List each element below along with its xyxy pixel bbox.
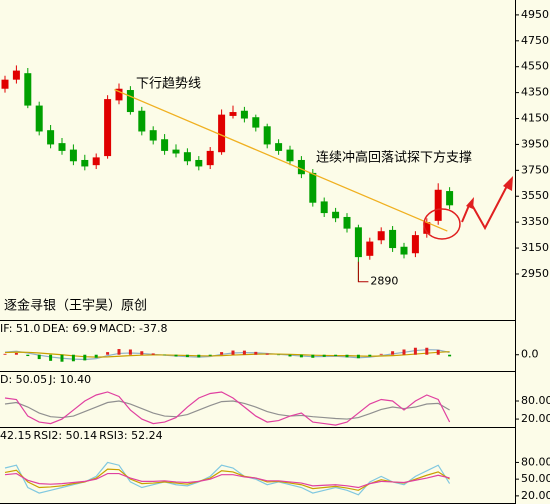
candle-body <box>411 235 419 254</box>
candle-body <box>47 130 55 145</box>
indicator-line <box>4 400 450 420</box>
y-tick-label: 3150 <box>521 241 549 254</box>
candle-body <box>206 150 214 166</box>
candle-body <box>434 189 442 221</box>
indicator-line <box>4 468 450 491</box>
trendline <box>114 89 448 232</box>
y-tick-label: 80.00 <box>521 394 550 407</box>
y-tick-label: 3350 <box>521 215 549 228</box>
y-tick-label: 4350 <box>521 86 549 99</box>
arrow-head <box>503 176 513 191</box>
candle-body <box>81 159 89 167</box>
candle-body <box>240 110 248 119</box>
candle-body <box>104 99 112 157</box>
candle-body <box>126 90 134 113</box>
candle-body <box>115 88 123 101</box>
legend-entry: J: 10.40 <box>48 373 91 386</box>
candle-body <box>423 222 431 234</box>
candle-body <box>252 117 260 128</box>
candle-body <box>218 114 226 153</box>
y-tick-label: 3550 <box>521 189 549 202</box>
candle-body <box>275 143 283 151</box>
candle-body <box>12 70 20 80</box>
candle-body <box>183 152 191 162</box>
y-tick-label: 4150 <box>521 112 549 125</box>
candle-body <box>309 172 317 203</box>
candle-body <box>332 211 340 219</box>
legend-entry: 42.15 <box>0 429 32 442</box>
indicator-line <box>4 351 450 358</box>
candle-body <box>286 149 294 162</box>
candle-body <box>58 143 66 151</box>
candle-body <box>389 229 397 249</box>
legend-entry: IF: 51.0 <box>0 322 40 335</box>
y-tick-label: 20.00 <box>521 412 550 425</box>
candle-body <box>161 139 169 151</box>
candle-body <box>229 112 237 116</box>
y-tick-label: 4950 <box>521 8 549 21</box>
plot: 4950 4750 4550 4350 4150 3950 3750 3550 3350 3150… <box>0 8 550 502</box>
candle-body <box>366 241 374 256</box>
caption: 逐金寻银（王宇昊）原创 <box>4 298 147 314</box>
legend-entry: MACD: -37.8 <box>99 322 168 335</box>
y-tick-label: 2950 <box>521 267 549 280</box>
candle-body <box>320 201 328 214</box>
candle-body <box>24 73 32 106</box>
y-tick-label: 80.00 <box>521 455 550 468</box>
candle-body <box>400 246 408 255</box>
candle-body <box>69 149 77 162</box>
legend-entry: RSI2: 50.14 <box>34 429 98 442</box>
candle-body <box>1 79 9 89</box>
y-tick-label: 4550 <box>521 60 549 73</box>
candle-body <box>446 191 454 206</box>
candle-body <box>377 231 385 241</box>
candle-body <box>263 126 271 145</box>
arrow <box>471 183 509 231</box>
candle-body <box>354 227 362 258</box>
candle-body <box>195 159 203 167</box>
candle-body <box>343 216 351 229</box>
annotation: 下行趋势线 <box>136 76 201 92</box>
y-tick-label: 0.0 <box>521 348 539 361</box>
indicator-line <box>4 391 451 426</box>
candle-body <box>149 130 157 141</box>
legend-entry: DEA: 69.9 <box>42 322 96 335</box>
y-tick-label: 4750 <box>521 34 549 47</box>
candle-body <box>35 105 43 132</box>
indicator-line <box>4 472 450 489</box>
candle-body <box>92 157 100 166</box>
candle-body <box>297 159 305 175</box>
leader-line <box>357 261 369 283</box>
legend-entry: D: 50.05 <box>0 373 47 386</box>
y-tick-label: 3950 <box>521 137 549 150</box>
low-label: 2890 <box>370 275 398 288</box>
legend-entry: RSI3: 52.24 <box>99 429 163 442</box>
candle-body <box>172 149 180 154</box>
highlight-circle <box>423 208 461 240</box>
y-tick-label: 3750 <box>521 163 549 176</box>
y-tick-label: 50.00 <box>521 472 550 485</box>
annotation: 连续冲高回落试探下方支撑 <box>316 150 472 166</box>
y-tick-label: 20.00 <box>521 489 550 502</box>
candle-body <box>138 110 146 132</box>
frame <box>0 0 516 504</box>
